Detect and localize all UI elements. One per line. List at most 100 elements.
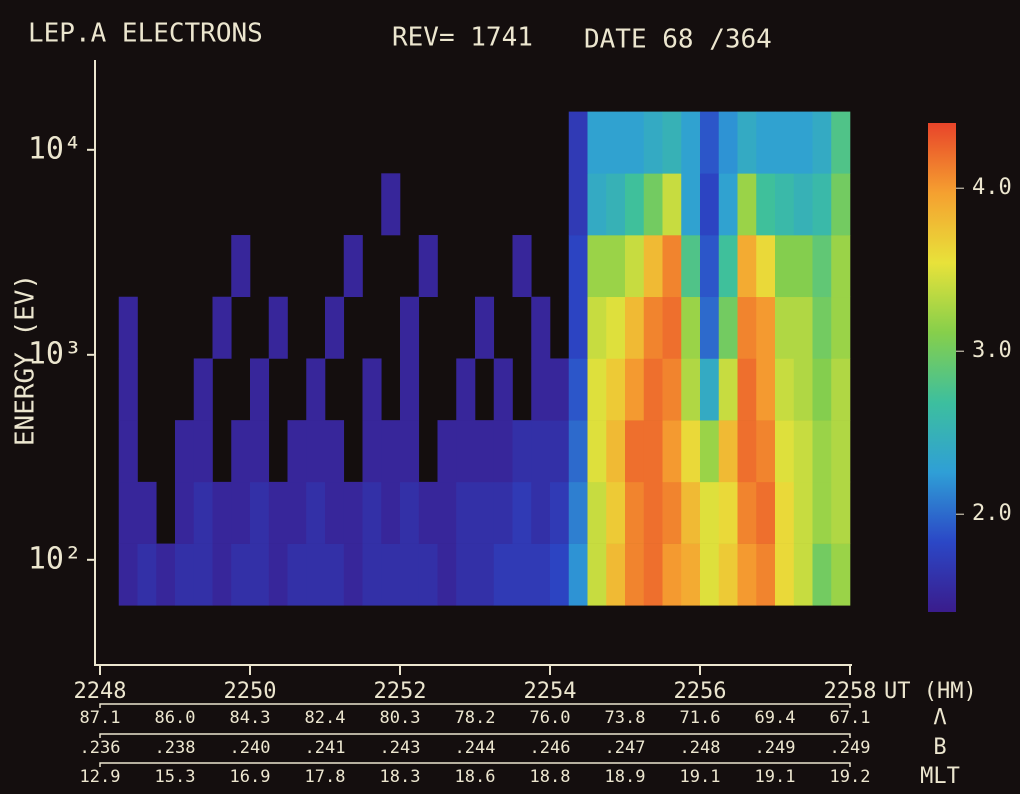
heatmap-cell	[531, 297, 550, 359]
ephemeris-value: .249	[830, 738, 871, 758]
heatmap-cell	[119, 420, 138, 482]
heatmap-cell	[756, 235, 775, 297]
heatmap-cell	[738, 420, 757, 482]
heatmap-cell	[213, 297, 232, 359]
ephemeris-value: 80.3	[380, 708, 421, 728]
heatmap-cell	[756, 544, 775, 606]
heatmap-cell	[700, 482, 719, 544]
heatmap-cell	[588, 482, 607, 544]
heatmap-cell	[363, 544, 382, 606]
y-tick-label: 10²	[28, 541, 82, 576]
heatmap-cell	[569, 112, 588, 174]
heatmap-cell	[775, 297, 794, 359]
heatmap-cell	[738, 173, 757, 235]
heatmap-cell	[288, 544, 307, 606]
x-tick-label: 2256	[674, 679, 727, 704]
heatmap-cell	[231, 482, 250, 544]
heatmap-cell	[644, 482, 663, 544]
heatmap-cell	[738, 544, 757, 606]
heatmap-cell	[775, 544, 794, 606]
heatmap-cell	[831, 112, 850, 174]
heatmap-cell	[719, 482, 738, 544]
heatmap-cell	[831, 420, 850, 482]
heatmap-cell	[550, 482, 569, 544]
heatmap-cell	[738, 235, 757, 297]
heatmap-cell	[175, 482, 194, 544]
heatmap-cell	[588, 173, 607, 235]
heatmap-cell	[231, 544, 250, 606]
heatmap-cell	[588, 544, 607, 606]
heatmap-cell	[419, 482, 438, 544]
ephemeris-value: .238	[155, 738, 196, 758]
heatmap-cell	[213, 482, 232, 544]
ephemeris-value: 17.8	[305, 767, 346, 787]
heatmap-cell	[531, 482, 550, 544]
heatmap-cell	[738, 482, 757, 544]
heatmap-cell	[606, 235, 625, 297]
heatmap-cell	[419, 544, 438, 606]
heatmap-cell	[456, 544, 475, 606]
heatmap-cell	[569, 420, 588, 482]
heatmap-cell	[756, 112, 775, 174]
ephemeris-value: 87.1	[80, 708, 121, 728]
heatmap-cell	[700, 235, 719, 297]
heatmap-cell	[606, 544, 625, 606]
heatmap-cell	[138, 544, 157, 606]
heatmap-cell	[119, 482, 138, 544]
ephemeris-label: MLT	[920, 764, 960, 789]
heatmap-cell	[325, 297, 344, 359]
heatmap-cell	[756, 420, 775, 482]
colorbar-tick-label: 4.0	[972, 175, 1012, 200]
heatmap-cell	[456, 358, 475, 420]
heatmap-cell	[213, 544, 232, 606]
heatmap-cell	[475, 544, 494, 606]
heatmap-cell	[719, 112, 738, 174]
heatmap-cell	[325, 482, 344, 544]
heatmap-cell	[831, 235, 850, 297]
heatmap-cell	[606, 420, 625, 482]
heatmap-cell	[119, 297, 138, 359]
heatmap-cell	[719, 173, 738, 235]
heatmap-cell	[700, 297, 719, 359]
heatmap-cell	[494, 482, 513, 544]
heatmap-cell	[550, 358, 569, 420]
heatmap-cell	[494, 358, 513, 420]
heatmap-cell	[700, 544, 719, 606]
heatmap-cell	[363, 482, 382, 544]
heatmap-cell	[363, 420, 382, 482]
heatmap-cell	[775, 173, 794, 235]
heatmap-cell	[456, 420, 475, 482]
heatmap-cell	[569, 297, 588, 359]
ephemeris-label: Λ	[933, 705, 946, 730]
heatmap-cell	[250, 544, 269, 606]
heatmap-cell	[381, 173, 400, 235]
heatmap-cell	[625, 112, 644, 174]
heatmap-cell	[194, 544, 213, 606]
heatmap-cell	[831, 482, 850, 544]
heatmap-cell	[644, 297, 663, 359]
heatmap-cell	[663, 482, 682, 544]
heatmap-cell	[513, 235, 532, 297]
heatmap-cell	[794, 420, 813, 482]
ephemeris-value: 18.9	[605, 767, 646, 787]
heatmap-cell	[119, 544, 138, 606]
date-label: DATE 68 /364	[584, 25, 772, 55]
heatmap-cell	[175, 544, 194, 606]
heatmap-cell	[569, 235, 588, 297]
heatmap-cell	[700, 358, 719, 420]
heatmap-cell	[606, 297, 625, 359]
heatmap-cell	[231, 235, 250, 297]
heatmap-cell	[194, 482, 213, 544]
heatmap-cell	[681, 420, 700, 482]
heatmap-cell	[644, 544, 663, 606]
heatmap-cell	[400, 544, 419, 606]
heatmap-cell	[719, 358, 738, 420]
heatmap-cell	[381, 544, 400, 606]
heatmap-cell	[756, 358, 775, 420]
heatmap-cell	[719, 544, 738, 606]
heatmap-cell	[700, 420, 719, 482]
heatmap-cell	[344, 235, 363, 297]
heatmap-cell	[663, 358, 682, 420]
heatmap-cell	[194, 358, 213, 420]
heatmap-cell	[438, 544, 457, 606]
